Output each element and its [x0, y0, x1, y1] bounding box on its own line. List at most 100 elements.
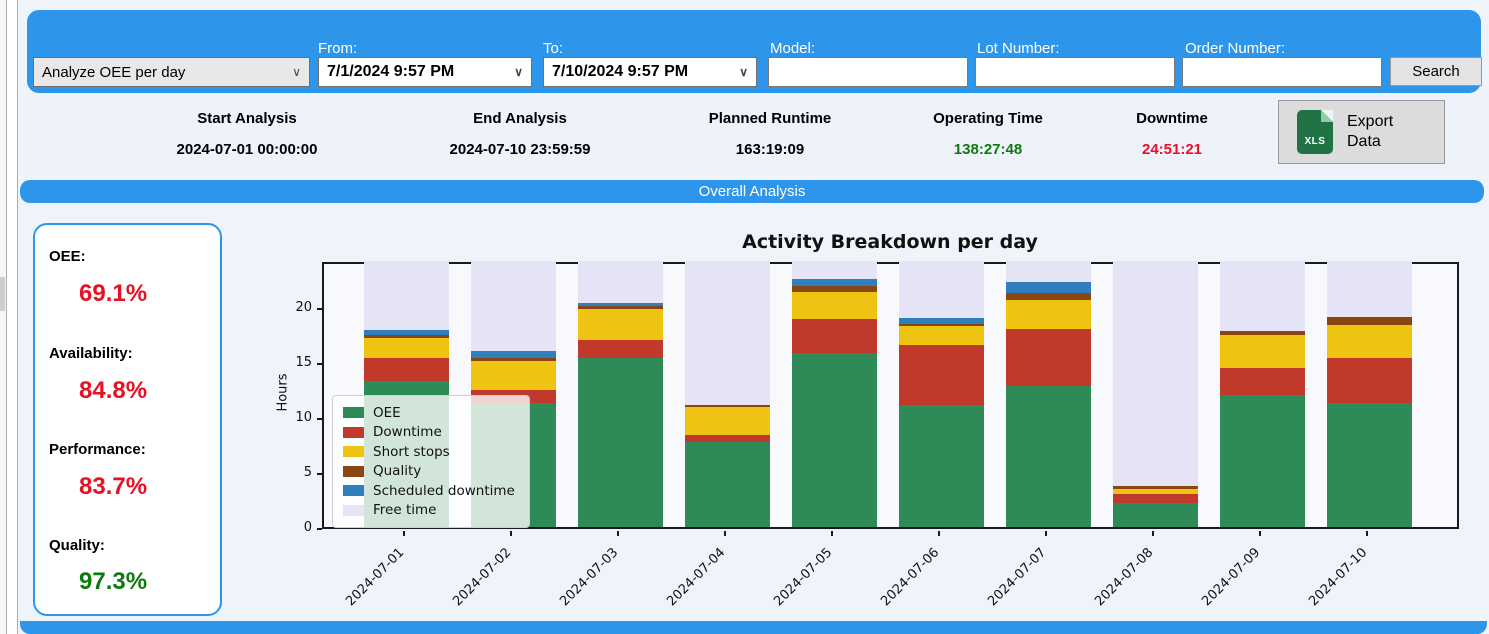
- bar-segment-quality: [1005, 293, 1091, 300]
- bar-segment-quality: [684, 405, 770, 408]
- availability-label: Availability:: [49, 345, 133, 362]
- from-date-picker[interactable]: 7/1/2024 9:57 PM ∨: [318, 57, 532, 87]
- filter-toolbar: Analyze OEE per day ∨ From: 7/1/2024 9:5…: [27, 10, 1482, 93]
- stacked-bar: [1219, 261, 1305, 527]
- bar-segment-oee: [577, 357, 663, 527]
- model-input[interactable]: [768, 57, 968, 87]
- section-bottom-border: [20, 621, 1487, 634]
- chevron-down-icon: ∨: [292, 65, 301, 79]
- bar-segment-short-stops: [1219, 334, 1305, 368]
- stacked-bar: [791, 261, 877, 527]
- to-date-picker[interactable]: 7/10/2024 9:57 PM ∨: [543, 57, 757, 87]
- bar-segment-downtime: [684, 434, 770, 443]
- bar-segment-oee: [1219, 395, 1305, 527]
- order-number-label: Order Number:: [1185, 40, 1286, 57]
- x-tick-mark: [1259, 531, 1261, 536]
- operating-time-label: Operating Time: [933, 110, 1043, 127]
- bar-segment-downtime: [1219, 367, 1305, 396]
- end-analysis: End Analysis 2024-07-10 23:59:59: [450, 110, 591, 158]
- operating-time: Operating Time 138:27:48: [933, 110, 1043, 158]
- performance-label: Performance:: [49, 441, 146, 458]
- bar-segment-free-time: [791, 261, 877, 279]
- lot-number-label: Lot Number:: [977, 40, 1060, 57]
- analysis-type-dropdown[interactable]: Analyze OEE per day ∨: [33, 57, 310, 87]
- start-analysis-value: 2024-07-01 00:00:00: [176, 141, 318, 158]
- legend-label: Scheduled downtime: [373, 482, 515, 499]
- xls-file-icon: XLS: [1297, 110, 1333, 154]
- left-scrollbar-thumb[interactable]: [0, 277, 5, 311]
- bar-segment-downtime: [577, 340, 663, 358]
- x-tick-mark: [1366, 531, 1368, 536]
- legend-label: OEE: [373, 404, 401, 421]
- lot-number-input[interactable]: [975, 57, 1175, 87]
- legend-swatch: [343, 446, 364, 458]
- legend-swatch: [343, 465, 364, 477]
- kpi-panel: [33, 223, 222, 616]
- to-date-value: 7/10/2024 9:57 PM: [552, 63, 689, 80]
- start-analysis-label: Start Analysis: [197, 110, 297, 127]
- bar-segment-quality: [1112, 486, 1198, 489]
- order-number-input[interactable]: [1182, 57, 1382, 87]
- bar-segment-scheduled-downtime: [363, 330, 449, 335]
- model-label: Model:: [770, 40, 816, 57]
- x-tick-mark: [724, 531, 726, 536]
- legend-row: Short stops: [343, 442, 519, 462]
- bar-segment-quality: [1326, 317, 1412, 325]
- y-tick-label: 20: [295, 300, 312, 316]
- x-tick-mark: [831, 531, 833, 536]
- bar-segment-short-stops: [1005, 299, 1091, 330]
- summary-row: [18, 93, 1489, 172]
- y-tick-label: 0: [303, 520, 312, 535]
- chevron-down-icon: ∨: [739, 65, 748, 79]
- bar-segment-quality: [898, 323, 984, 326]
- chart-title: Activity Breakdown per day: [742, 231, 1038, 253]
- export-data-button[interactable]: XLS Export Data: [1278, 100, 1445, 164]
- from-date-value: 7/1/2024 9:57 PM: [327, 63, 455, 80]
- x-tick-mark: [403, 531, 405, 536]
- to-label: To:: [543, 40, 564, 57]
- legend-row: OEE: [343, 403, 519, 423]
- downtime-label: Downtime: [1136, 110, 1208, 127]
- planned-runtime: Planned Runtime 163:19:09: [709, 110, 832, 158]
- bar-segment-downtime: [363, 357, 449, 381]
- legend-row: Downtime: [343, 423, 519, 443]
- bar-segment-scheduled-downtime: [470, 351, 556, 358]
- end-analysis-label: End Analysis: [473, 110, 567, 127]
- end-analysis-value: 2024-07-10 23:59:59: [449, 141, 591, 158]
- bar-segment-free-time: [470, 261, 556, 352]
- bar-segment-scheduled-downtime: [791, 278, 877, 287]
- activity-breakdown-chart: OEE Downtime Short stops Quality Scheduled d…: [322, 261, 1459, 529]
- y-tick-mark: [317, 308, 322, 311]
- y-tick-mark: [317, 528, 322, 530]
- stacked-bar: [684, 261, 770, 527]
- panel-border-line: [17, 0, 18, 634]
- bar-segment-short-stops: [1326, 324, 1412, 358]
- bar-segment-scheduled-downtime: [577, 302, 663, 307]
- bar-segment-downtime: [898, 344, 984, 406]
- bar-segment-short-stops: [470, 361, 556, 390]
- from-label: From:: [318, 40, 358, 57]
- bar-segment-short-stops: [791, 291, 877, 320]
- availability-value: 84.8%: [79, 377, 148, 404]
- bar-segment-oee: [898, 405, 984, 527]
- bar-segment-free-time: [684, 261, 770, 406]
- export-data-label: Export Data: [1347, 113, 1394, 150]
- legend-label: Free time: [373, 502, 437, 519]
- left-scrollbar[interactable]: [0, 0, 6, 634]
- bar-segment-quality: [1219, 331, 1305, 335]
- legend-label: Downtime: [373, 424, 442, 441]
- search-button[interactable]: Search: [1390, 57, 1482, 86]
- analysis-type-value: Analyze OEE per day: [42, 63, 186, 81]
- legend-swatch: [343, 504, 364, 516]
- legend-label: Quality: [373, 463, 422, 480]
- bar-segment-quality: [791, 286, 877, 292]
- bar-segment-free-time: [1005, 261, 1091, 283]
- bar-segment-free-time: [1219, 261, 1305, 332]
- bar-segment-downtime: [1112, 494, 1198, 503]
- bar-segment-short-stops: [684, 407, 770, 435]
- bar-segment-short-stops: [363, 338, 449, 358]
- bar-segment-free-time: [577, 261, 663, 303]
- start-analysis: Start Analysis 2024-07-01 00:00:00: [177, 110, 318, 158]
- window-border-line: [6, 0, 7, 634]
